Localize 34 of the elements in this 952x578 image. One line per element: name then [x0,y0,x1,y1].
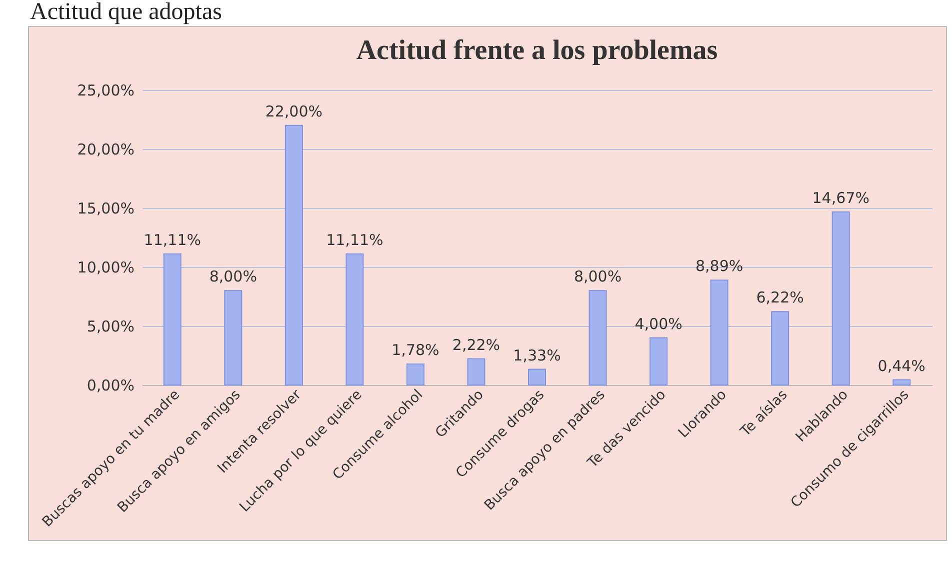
data-label: 2,22% [452,336,500,354]
data-label: 14,67% [812,188,870,207]
bar [406,363,424,386]
bar [771,311,790,386]
data-label: 1,78% [392,340,440,359]
y-tick-label: 20,00% [77,140,134,158]
bar [284,124,303,386]
bar [832,211,850,386]
data-label: 8,00% [209,268,257,286]
bar [346,253,364,386]
data-label: 22,00% [265,102,323,120]
y-tick-label: 25,00% [77,82,134,100]
bar [710,280,728,386]
y-tick-label: 10,00% [77,258,134,276]
data-label: 4,00% [634,314,682,333]
data-label: 11,11% [144,230,201,249]
bar [163,253,182,386]
y-tick-label: 5,00% [86,318,134,336]
data-label: 1,33% [513,346,561,364]
chart-title: Actitud frente a los problemas [356,35,718,66]
data-label: 11,11% [326,230,384,249]
bar [650,337,668,386]
y-tick-label: 15,00% [77,200,134,218]
text: Actitud que adoptas [29,0,223,26]
data-label: 8,00% [574,268,622,286]
y-tick-label: 0,00% [86,376,134,394]
bar [892,379,911,386]
data-label: 0,44% [878,356,926,375]
data-label: 8,89% [695,257,744,276]
bar [588,290,607,386]
bar [528,368,546,386]
bar [467,358,486,386]
bar [224,290,242,386]
data-label: 6,22% [756,288,804,307]
